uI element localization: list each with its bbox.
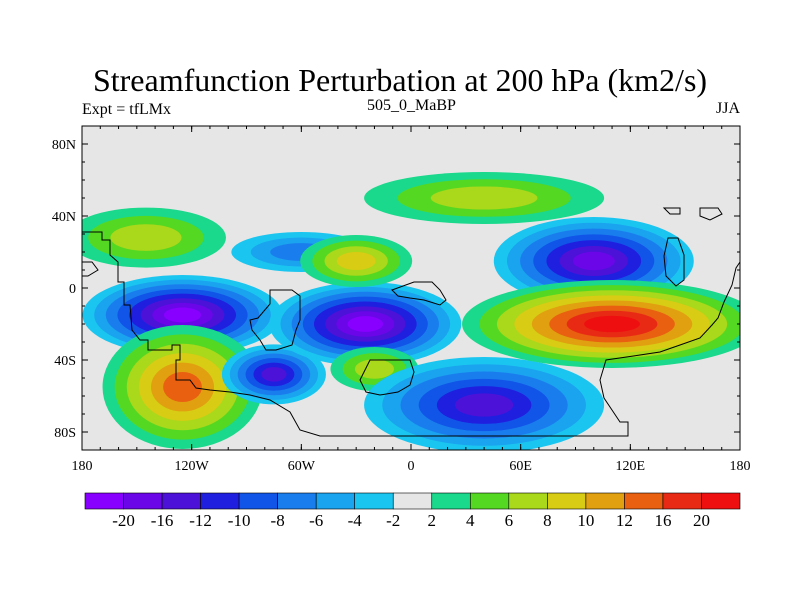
- y-tick-label: 80S: [54, 426, 76, 441]
- contour-north-pacific-positive-center: [82, 207, 226, 268]
- contour-indian-ocean-positive-center: [462, 280, 740, 368]
- colorbar-swatch: [123, 492, 163, 510]
- contour-fields: [82, 172, 740, 450]
- colorbar-label: -16: [151, 511, 174, 530]
- colorbar: -20 -16 -12 -10 -8 -6 -4 -2 2 4 6 8 10 12 16 20: [84, 492, 741, 530]
- colorbar-swatch: [84, 492, 124, 510]
- coastline-path: [82, 231, 740, 437]
- contour-eurasia-positive-center: [364, 172, 605, 224]
- contour-level: [354, 359, 395, 379]
- x-tick-label: 180: [72, 459, 93, 474]
- contour-level: [163, 307, 202, 323]
- x-tick-label: 60E: [509, 459, 532, 474]
- contour-level: [261, 367, 287, 382]
- colorbar-swatch: [431, 492, 471, 510]
- x-tick-label: 120E: [616, 459, 646, 474]
- coastline-path: [699, 207, 723, 221]
- colorbar-label: -4: [348, 511, 363, 530]
- contour-tropical-atlantic-negative-center: [269, 282, 462, 366]
- colorbar-label: 8: [543, 511, 552, 530]
- contour-level: [572, 251, 615, 271]
- colorbar-label: -2: [386, 511, 400, 530]
- axis-ticks: 180 120W 60W 0 60E 120E 180 80N 40N 0 40S 80S: [52, 126, 751, 474]
- colorbar-label: 12: [616, 511, 633, 530]
- colorbar-label: -8: [271, 511, 285, 530]
- contour-level: [584, 315, 640, 333]
- colorbar-swatch: [701, 492, 741, 510]
- colorbar-label: 10: [577, 511, 594, 530]
- colorbar-swatch: [585, 492, 625, 510]
- contour-southern-indian-ocean-negative-center: [364, 357, 605, 450]
- colorbar-label: 6: [505, 511, 514, 530]
- contour-level: [110, 224, 182, 251]
- coastline-path: [391, 281, 447, 306]
- contour-level: [336, 251, 376, 271]
- colorbar-swatch: [161, 492, 201, 510]
- x-tick-label: 0: [408, 459, 415, 474]
- contour-level: [347, 316, 384, 332]
- coastline-path: [359, 359, 415, 396]
- y-tick-label: 80N: [52, 138, 76, 153]
- colorbar-swatch: [662, 492, 702, 510]
- experiment-label: Expt = tfLMx: [82, 101, 172, 118]
- contour-level: [163, 371, 202, 403]
- coastlines: [82, 207, 740, 437]
- contour-level: [430, 186, 538, 210]
- colorbar-swatch: [392, 492, 433, 510]
- contour-level: [455, 393, 514, 417]
- colorbar-label: -10: [228, 511, 251, 530]
- x-tick-label: 180: [730, 459, 751, 474]
- colorbar-swatch: [624, 492, 664, 510]
- colorbar-label: 20: [693, 511, 710, 530]
- colorbar-swatch: [277, 492, 317, 510]
- colorbar-label: 4: [466, 511, 475, 530]
- colorbar-label: -12: [189, 511, 212, 530]
- coastline-path: [663, 237, 685, 287]
- colorbar-label: -6: [309, 511, 323, 530]
- colorbar-swatch: [238, 492, 278, 510]
- colorbar-swatch: [547, 492, 587, 510]
- x-tick-label: 60W: [288, 459, 316, 474]
- y-tick-label: 0: [69, 282, 76, 297]
- colorbar-label: -20: [112, 511, 135, 530]
- contour-south-atlantic-positive-center: [330, 347, 419, 391]
- colorbar-label: 2: [428, 511, 437, 530]
- contour-north-africa-positive-center: [300, 235, 413, 287]
- colorbar-swatch: [315, 492, 356, 510]
- season-label: JJA: [715, 100, 740, 117]
- chart-title: Streamfunction Perturbation at 200 hPa (…: [92, 62, 708, 98]
- coastline-path: [662, 207, 681, 215]
- colorbar-swatch: [508, 492, 548, 510]
- x-tick-label: 120W: [175, 459, 210, 474]
- coastline-path: [249, 289, 301, 351]
- colorbar-swatch: [469, 492, 510, 510]
- colorbar-label: 16: [654, 511, 671, 530]
- y-tick-label: 40N: [52, 210, 76, 225]
- contour-south-america-negative-center: [221, 344, 326, 405]
- y-tick-label: 40S: [54, 354, 76, 369]
- colorbar-swatch: [200, 492, 240, 510]
- contour-south-pacific-positive-center: [102, 325, 263, 449]
- colorbar-swatch: [354, 492, 394, 510]
- run-label: 505_0_MaBP: [367, 97, 456, 114]
- contour-subtropical-south-pacific-negative-center: [82, 275, 283, 355]
- coastline-path: [82, 261, 99, 277]
